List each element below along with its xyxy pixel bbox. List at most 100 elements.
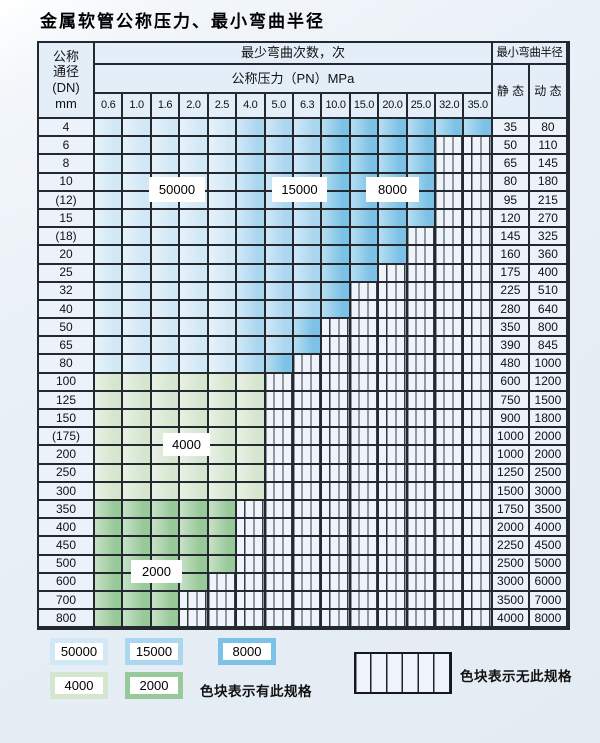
no-spec-cell — [464, 610, 493, 629]
spec-cell-8000 — [322, 300, 351, 320]
no-spec-cell — [436, 155, 465, 174]
spec-cell-15000 — [265, 264, 294, 283]
spec-cell-50000 — [123, 228, 152, 247]
cycle-count-label-4000: 4000 — [163, 433, 210, 456]
spec-cell-4000 — [237, 373, 266, 392]
spec-cell-8000 — [322, 282, 351, 301]
static-value-cell: 1250 — [492, 464, 530, 483]
no-spec-cell — [350, 282, 380, 301]
spec-cell-50000 — [208, 209, 238, 229]
no-spec-cell — [436, 500, 465, 520]
spec-cell-8000 — [379, 137, 408, 156]
no-spec-cell — [293, 464, 323, 483]
spec-cell-15000 — [237, 282, 266, 301]
spec-cell-50000 — [180, 246, 209, 265]
no-spec-cell — [350, 464, 380, 483]
spec-cell-50000 — [180, 300, 209, 320]
spec-cell-15000 — [265, 319, 294, 338]
static-value-cell: 2250 — [492, 537, 530, 556]
no-spec-cell — [350, 337, 380, 356]
spec-cell-50000 — [95, 337, 124, 356]
static-value-cell: 95 — [492, 191, 530, 210]
spec-cell-4000 — [95, 428, 124, 447]
pressure-tick: 25.0 — [407, 94, 437, 119]
spec-cell-2000 — [123, 610, 152, 629]
spec-cell-50000 — [151, 264, 181, 283]
spec-cell-4000 — [95, 464, 124, 483]
spec-cell-15000 — [237, 264, 266, 283]
no-spec-cell — [350, 355, 380, 374]
pressure-tick: 1.0 — [123, 94, 152, 119]
spec-cell-50000 — [123, 300, 152, 320]
no-spec-cell — [464, 337, 493, 356]
no-spec-cell — [436, 428, 465, 447]
no-spec-cell — [322, 373, 351, 392]
spec-cell-50000 — [95, 264, 124, 283]
no-spec-cell — [464, 137, 493, 156]
spec-cell-15000 — [237, 119, 266, 138]
no-spec-cell — [436, 191, 465, 210]
dynamic-value-cell: 325 — [529, 228, 568, 247]
spec-cell-4000 — [237, 410, 266, 429]
spec-cell-15000 — [237, 355, 266, 374]
no-spec-cell — [407, 428, 437, 447]
no-spec-cell — [407, 591, 437, 611]
spec-cell-2000 — [151, 537, 181, 556]
spec-cell-2000 — [180, 573, 209, 592]
no-spec-cell — [379, 446, 408, 465]
static-value-cell: 160 — [492, 246, 530, 265]
spec-cell-4000 — [180, 391, 209, 410]
dynamic-value-cell: 360 — [529, 246, 568, 265]
dynamic-column-header: 动 态 — [529, 65, 568, 119]
no-spec-cell — [322, 482, 351, 501]
spec-cell-15000 — [293, 155, 323, 174]
no-spec-cell — [350, 410, 380, 429]
no-spec-cell — [464, 173, 493, 192]
spec-cell-2000 — [208, 500, 238, 520]
dynamic-value-cell: 2000 — [529, 428, 568, 447]
no-spec-cell — [379, 591, 408, 611]
no-spec-cell — [322, 446, 351, 465]
pressure-tick: 5.0 — [265, 94, 294, 119]
no-spec-cell — [322, 355, 351, 374]
no-spec-cell — [322, 519, 351, 538]
spec-cell-50000 — [208, 282, 238, 301]
spec-cell-4000 — [151, 464, 181, 483]
no-spec-cell — [265, 464, 294, 483]
spec-cell-2000 — [180, 537, 209, 556]
no-spec-cell — [265, 482, 294, 501]
dn-cell: (12) — [39, 191, 95, 210]
dn-cell: 10 — [39, 173, 95, 192]
spec-cell-15000 — [237, 173, 266, 192]
nominal-pressure-header: 公称压力（PN）MPa — [95, 65, 493, 94]
static-value-cell: 2000 — [492, 519, 530, 538]
bend-radius-header: 最小弯曲半径 — [492, 43, 568, 65]
spec-cell-4000 — [208, 410, 238, 429]
dynamic-value-cell: 180 — [529, 173, 568, 192]
no-spec-cell — [322, 537, 351, 556]
dn-cell: 450 — [39, 537, 95, 556]
no-spec-cell — [265, 573, 294, 592]
pressure-tick: 4.0 — [237, 94, 266, 119]
spec-cell-50000 — [95, 173, 124, 192]
spec-cell-50000 — [180, 337, 209, 356]
no-spec-cell — [436, 373, 465, 392]
spec-cell-50000 — [151, 119, 181, 138]
dn-cell: 65 — [39, 337, 95, 356]
no-spec-cell — [464, 500, 493, 520]
spec-cell-8000 — [407, 137, 437, 156]
no-spec-cell — [208, 591, 238, 611]
no-spec-cell — [180, 591, 209, 611]
spec-cell-50000 — [95, 119, 124, 138]
no-spec-cell — [436, 519, 465, 538]
spec-cell-4000 — [180, 410, 209, 429]
spec-cell-8000 — [350, 264, 380, 283]
spec-cell-50000 — [151, 209, 181, 229]
pressure-tick: 2.0 — [180, 94, 209, 119]
dn-cell: 15 — [39, 209, 95, 229]
spec-cell-8000 — [407, 155, 437, 174]
static-value-cell: 480 — [492, 355, 530, 374]
no-spec-cell — [436, 319, 465, 338]
no-spec-cell — [464, 428, 493, 447]
spec-cell-8000 — [350, 209, 380, 229]
